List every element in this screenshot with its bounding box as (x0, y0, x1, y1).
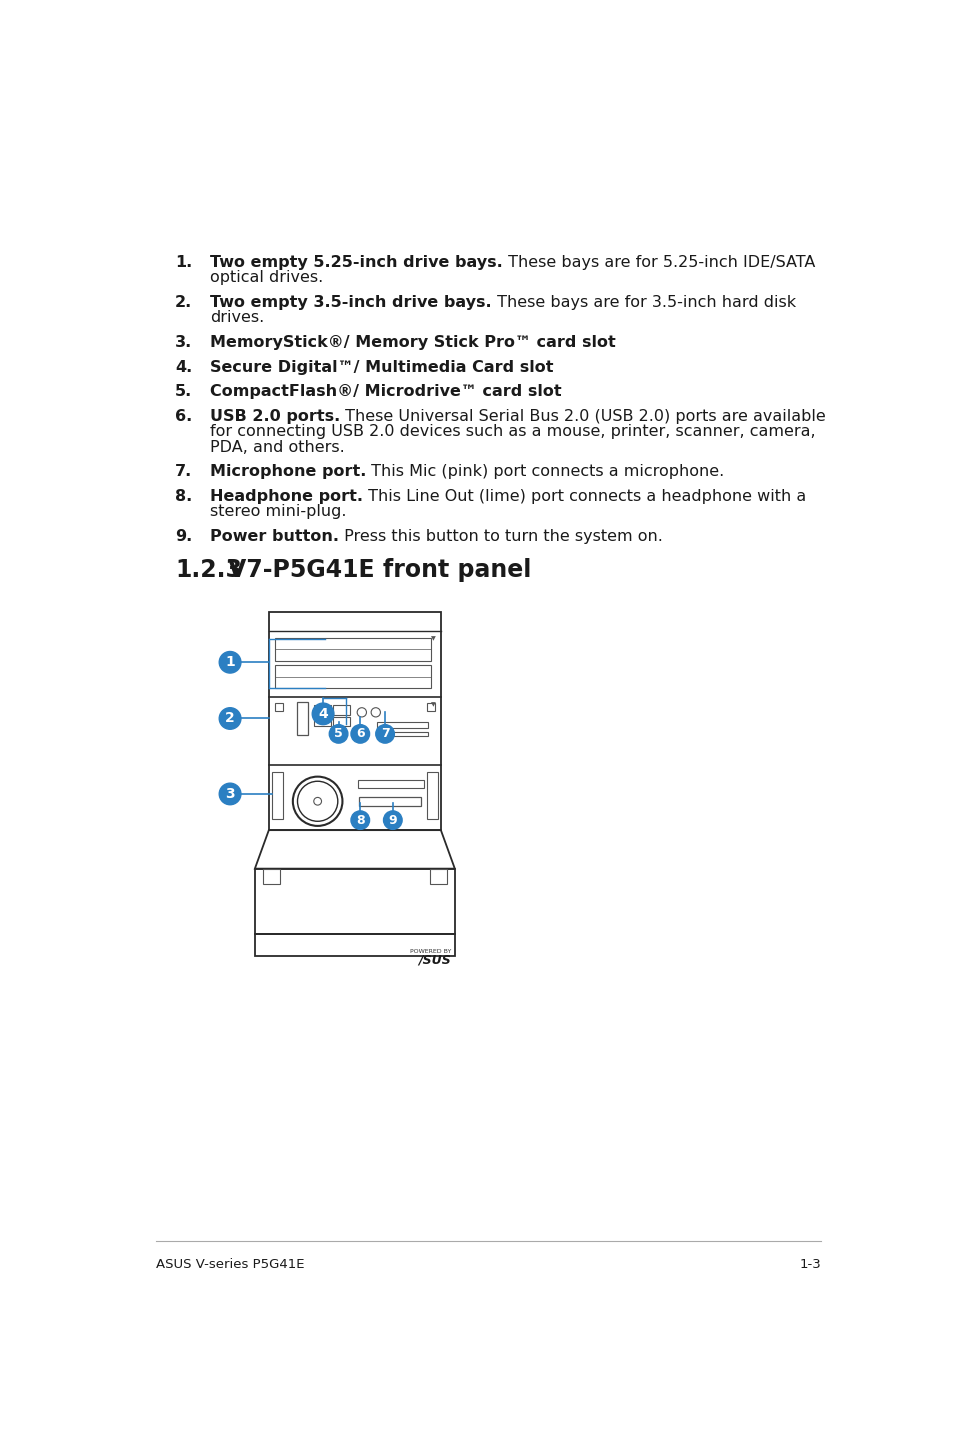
Bar (357, 779, 423, 788)
Text: 7.: 7. (174, 464, 193, 479)
Bar (274, 666, 431, 689)
Text: 9.: 9. (174, 529, 193, 544)
Bar (314, 718, 331, 726)
Circle shape (219, 707, 241, 729)
Text: 5: 5 (334, 728, 342, 741)
Bar (331, 735, 342, 739)
Text: optical drives.: optical drives. (210, 270, 323, 285)
Text: 2.: 2. (174, 295, 193, 311)
Text: 1.: 1. (174, 255, 193, 270)
Text: 2: 2 (225, 712, 234, 726)
Text: These Universal Serial Bus 2.0 (USB 2.0) ports are available: These Universal Serial Bus 2.0 (USB 2.0)… (340, 408, 825, 424)
Text: 1-3: 1-3 (799, 1258, 821, 1271)
Text: This Line Out (lime) port connects a headphone with a: This Line Out (lime) port connects a hea… (362, 489, 805, 505)
Bar (430, 869, 447, 884)
Bar (359, 797, 421, 807)
Bar (269, 613, 440, 830)
Text: These bays are for 5.25-inch IDE/SATA: These bays are for 5.25-inch IDE/SATA (502, 255, 814, 270)
Text: This Mic (pink) port connects a microphone.: This Mic (pink) port connects a micropho… (366, 464, 723, 479)
Bar (314, 706, 331, 715)
Text: CompactFlash®/ Microdrive™ card slot: CompactFlash®/ Microdrive™ card slot (210, 384, 561, 400)
Circle shape (383, 811, 402, 830)
Circle shape (351, 811, 369, 830)
Text: /SUS: /SUS (417, 953, 451, 966)
Text: 4.: 4. (174, 360, 193, 375)
Bar (333, 706, 350, 715)
Text: 4: 4 (318, 707, 328, 720)
Text: PDA, and others.: PDA, and others. (210, 440, 344, 454)
Text: V7-P5G41E front panel: V7-P5G41E front panel (228, 558, 531, 582)
Circle shape (375, 725, 394, 743)
Text: Power button.: Power button. (210, 529, 338, 544)
Bar (274, 703, 282, 710)
Text: 3: 3 (225, 787, 234, 801)
Text: stereo mini-plug.: stereo mini-plug. (210, 505, 346, 519)
Text: 3.: 3. (174, 335, 193, 349)
Text: Microphone port.: Microphone port. (210, 464, 366, 479)
Text: drives.: drives. (210, 311, 264, 325)
Bar (254, 869, 455, 935)
Bar (333, 718, 350, 726)
Circle shape (329, 725, 348, 743)
Bar (272, 772, 282, 818)
Text: for connecting USB 2.0 devices such as a mouse, printer, scanner, camera,: for connecting USB 2.0 devices such as a… (210, 424, 815, 440)
Text: 5.: 5. (174, 384, 193, 400)
Text: Two empty 5.25-inch drive bays.: Two empty 5.25-inch drive bays. (210, 255, 502, 270)
Text: 8.: 8. (174, 489, 193, 505)
Text: Two empty 3.5-inch drive bays.: Two empty 3.5-inch drive bays. (210, 295, 491, 311)
Bar (427, 772, 437, 818)
Text: 6.: 6. (174, 408, 193, 424)
Text: These bays are for 3.5-inch hard disk: These bays are for 3.5-inch hard disk (491, 295, 795, 311)
Bar (427, 703, 435, 710)
Text: ▼: ▼ (431, 702, 435, 707)
Text: Secure Digital™/ Multimedia Card slot: Secure Digital™/ Multimedia Card slot (210, 360, 553, 375)
Circle shape (219, 651, 241, 673)
Text: USB 2.0 ports.: USB 2.0 ports. (210, 408, 340, 424)
Bar (377, 722, 427, 728)
Text: 7: 7 (380, 728, 389, 741)
Bar (254, 935, 455, 956)
Circle shape (312, 703, 334, 725)
Text: Press this button to turn the system on.: Press this button to turn the system on. (338, 529, 662, 544)
Text: MemoryStick®/ Memory Stick Pro™ card slot: MemoryStick®/ Memory Stick Pro™ card slo… (210, 335, 615, 349)
Text: 1.2.3: 1.2.3 (174, 558, 242, 582)
Circle shape (219, 784, 241, 805)
Text: Headphone port.: Headphone port. (210, 489, 362, 505)
Text: 6: 6 (355, 728, 364, 741)
Text: POWERED BY: POWERED BY (409, 949, 451, 953)
Bar (381, 732, 427, 736)
Text: 9: 9 (388, 814, 396, 827)
Bar (296, 702, 307, 735)
Circle shape (351, 725, 369, 743)
Text: ASUS V-series P5G41E: ASUS V-series P5G41E (156, 1258, 305, 1271)
Bar (262, 869, 279, 884)
Text: 8: 8 (355, 814, 364, 827)
Text: 1: 1 (225, 656, 234, 669)
Bar (274, 637, 431, 660)
Text: ▼: ▼ (431, 637, 435, 641)
